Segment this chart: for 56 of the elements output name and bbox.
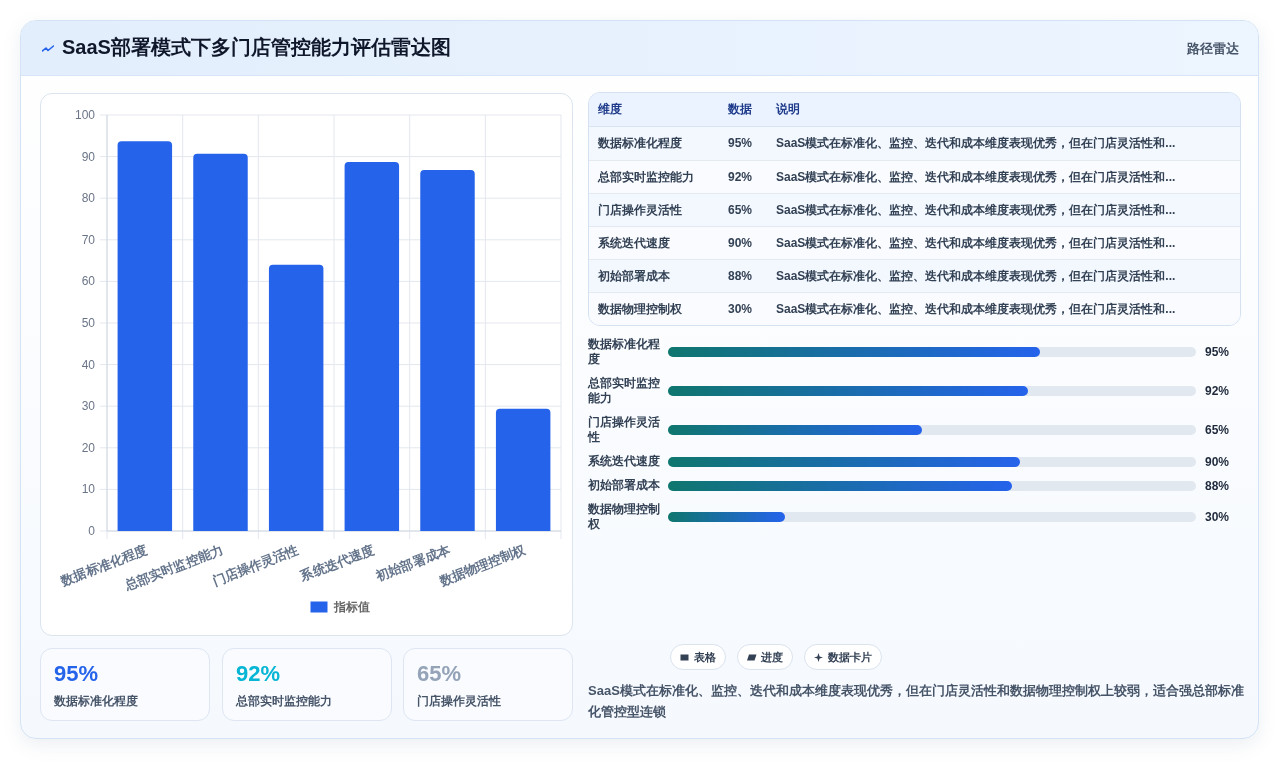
bar xyxy=(344,162,400,531)
y-tick-label: 数据物理控制权 xyxy=(588,502,661,532)
text: 路径雷达 xyxy=(1187,40,1239,57)
bar xyxy=(420,169,475,531)
text: 65% xyxy=(728,203,753,217)
y-tick-label: 40 xyxy=(81,357,96,372)
y-tick-label: 70 xyxy=(81,232,96,247)
text: 说明 xyxy=(776,101,800,118)
text: 92% xyxy=(236,661,281,686)
text: 表格 xyxy=(694,649,716,665)
data-label: 90% xyxy=(1205,454,1230,469)
y-tick-label: 0 xyxy=(88,524,96,538)
text: 30% xyxy=(728,302,753,316)
data-label: 92% xyxy=(1205,384,1230,398)
y-tick-label: 数据标准化程度 xyxy=(588,337,661,367)
data-label: 95% xyxy=(1205,345,1230,359)
text: 90% xyxy=(728,236,753,250)
text: SaaS模式在标准化、监控、迭代和成本维度表现优秀，但在门店灵活性和... xyxy=(776,301,1176,318)
y-tick-label: 100 xyxy=(74,108,96,122)
text: SaaS模式在标准化、监控、迭代和成本维度表现优秀，但在门店灵活性和... xyxy=(776,235,1176,252)
y-tick-label: 门店操作灵活性 xyxy=(588,415,661,445)
text: SaaS模式在标准化、监控、迭代和成本维度表现优秀，但在门店灵活性和... xyxy=(776,202,1176,219)
data-label: 30% xyxy=(1205,510,1230,524)
text: 数据 xyxy=(728,101,752,118)
category-label: 总部实时监控能力 xyxy=(236,693,332,709)
data-label: 65% xyxy=(1205,423,1230,437)
text: 92% xyxy=(728,170,753,184)
text: SaaS部署模式下多门店管控能力评估雷达图 xyxy=(62,35,451,60)
bar xyxy=(117,141,173,531)
bar xyxy=(193,153,248,531)
text: 数据卡片 xyxy=(828,649,872,665)
y-tick-label: 80 xyxy=(81,191,96,206)
text: 95% xyxy=(54,661,99,686)
data-label: 88% xyxy=(1205,478,1230,493)
y-tick-label: 60 xyxy=(81,274,96,289)
y-tick-label: 总部实时监控能力 xyxy=(588,376,661,406)
y-tick-label: 系统迭代速度 xyxy=(588,454,661,469)
y-tick-label: 50 xyxy=(81,316,96,330)
y-tick-label: 20 xyxy=(81,440,96,455)
bar xyxy=(495,408,551,531)
category-label: 门店操作灵活性 xyxy=(417,693,501,709)
text: 65% xyxy=(417,661,462,686)
text: 维度 xyxy=(598,101,622,118)
text: SaaS模式在标准化、监控、迭代和成本维度表现优秀，但在门店灵活性和数据物理控制权上较弱，适合强总部标准化管控型连锁 xyxy=(588,682,1244,721)
text: 88% xyxy=(728,269,753,283)
bar xyxy=(268,264,324,531)
text: 进度 xyxy=(761,649,783,665)
y-tick-label: 10 xyxy=(81,482,96,497)
y-tick-label: 90 xyxy=(81,149,96,164)
y-tick-label: 初始部署成本 xyxy=(588,478,661,493)
legend-label: 指标值 xyxy=(332,600,370,614)
text: SaaS模式在标准化、监控、迭代和成本维度表现优秀，但在门店灵活性和... xyxy=(776,135,1176,152)
y-tick-label: 30 xyxy=(81,399,96,414)
text: 95% xyxy=(728,136,753,150)
text: SaaS模式在标准化、监控、迭代和成本维度表现优秀，但在门店灵活性和... xyxy=(776,268,1176,285)
text: SaaS模式在标准化、监控、迭代和成本维度表现优秀，但在门店灵活性和... xyxy=(776,169,1176,186)
